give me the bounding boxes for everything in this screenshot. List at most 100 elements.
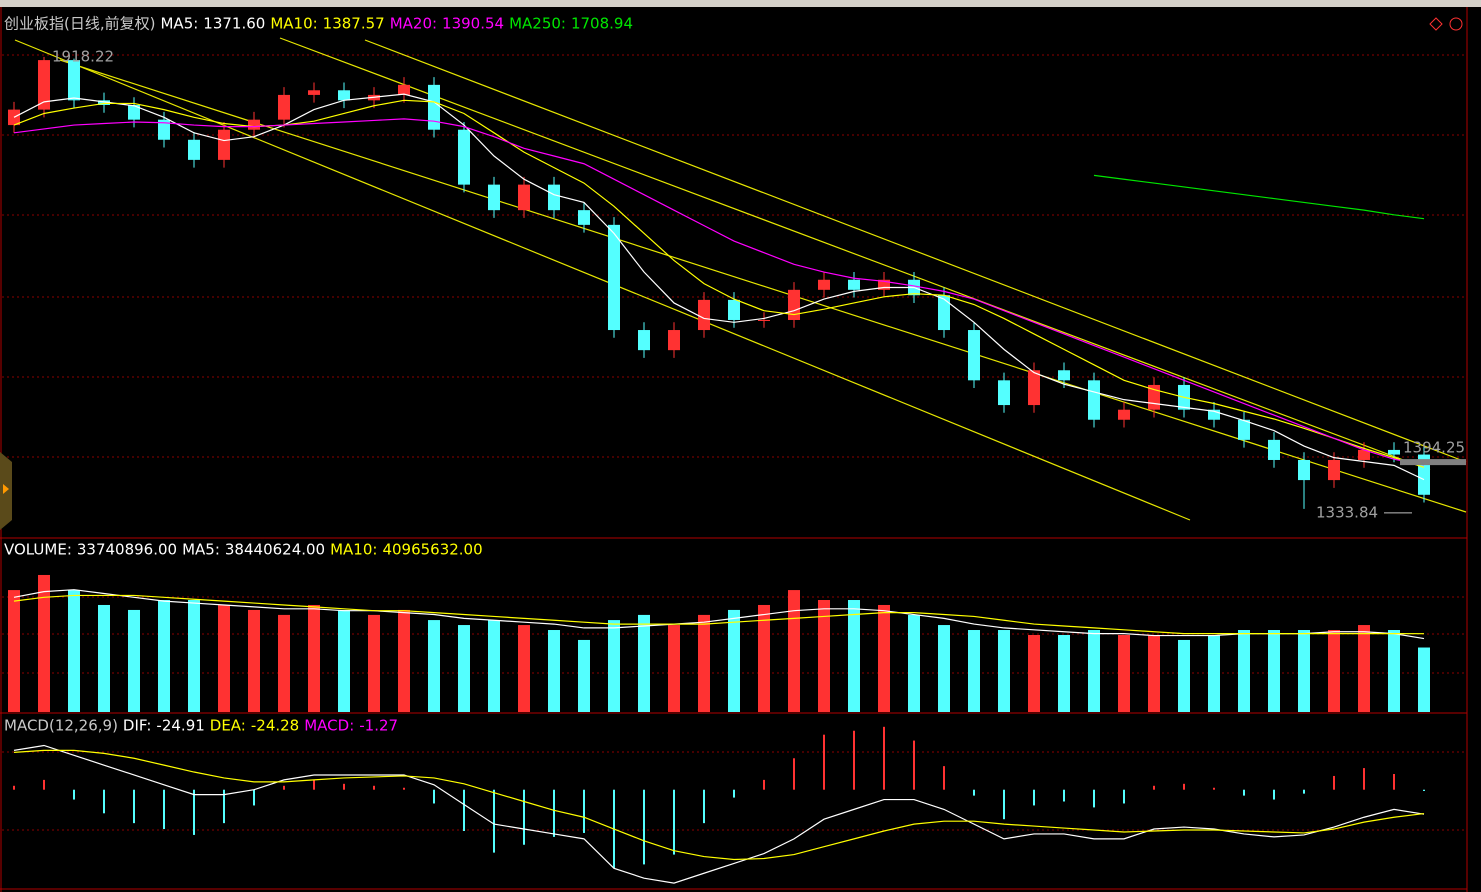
candle-body [668,330,680,351]
candle-body [728,299,740,320]
volume-bar [518,625,530,712]
side-tab-arrow [3,484,9,494]
volume-bar [788,590,800,712]
candle-body [818,279,830,290]
volume-bar [488,620,500,712]
volume-bar [578,639,590,712]
candle-body [1238,419,1250,440]
volume-bar [278,614,290,712]
volume-bar [248,609,260,712]
legend-text: -1.27 [359,717,398,735]
trend-lines [14,37,1467,521]
trend-line [279,37,1431,471]
volume-bar [68,590,80,712]
candle-body [968,330,980,381]
volume-bar [1418,647,1430,712]
candle-body [878,279,890,290]
price-marker [1400,459,1466,466]
legend-text: DEA: [210,717,246,735]
candle-body [578,210,590,225]
ma-line [13,93,1425,481]
volume-bar [308,604,320,712]
legend-text: VOLUME: [4,541,72,559]
candle-body [1028,370,1040,406]
candle-body [518,184,530,211]
candle-body [38,60,50,110]
candle-body [98,100,110,105]
legend-text: MA10: [270,15,317,33]
candle-body [338,90,350,101]
volume-bar [698,614,710,712]
candle-body [638,330,650,351]
volume-ma-line [13,594,1425,635]
legend-text: DIF: [123,717,152,735]
volume-bar [548,630,560,712]
ma-line [1093,174,1425,220]
window-icon[interactable] [1429,17,1443,31]
candle-body [1268,439,1280,460]
volume-bar [878,604,890,712]
legend-text: MA20: [390,15,437,33]
volume-bar [158,600,170,712]
volume-bar [98,604,110,712]
volume-bar [728,609,740,712]
volume-bar [368,614,380,712]
candle-body [1328,459,1340,481]
legend-text: 1708.94 [571,15,633,33]
candle-body [218,129,230,160]
scrollbar [1468,7,1481,892]
volume-bar [1388,630,1400,712]
volume-bar [638,614,650,712]
price-label: 1394.25 [1403,439,1465,457]
candle-body [188,139,200,160]
candle-body [848,279,860,290]
candle-body [1058,370,1070,381]
volume-bar [848,600,860,712]
legend-text: MA5: [182,541,220,559]
candle-body [248,119,260,130]
volume-bar [1208,634,1220,712]
volume-bar [428,620,440,712]
volume-bar [1058,634,1070,712]
candle-body [548,184,560,211]
volume-bar [38,574,50,712]
close-icon[interactable] [1449,17,1463,31]
volume-bar [8,590,20,712]
high-label: 1918.22 [52,47,114,65]
grid [2,54,1466,831]
volume-ma-line [13,589,1425,640]
candle-body [1358,449,1370,460]
volume-bar [1268,630,1280,712]
volume-bar [1118,634,1130,712]
volume-bar [1088,630,1100,712]
legend-text: 38440624.00 [225,541,325,559]
candle-body [428,84,440,130]
candle-body [278,94,290,120]
legend-text: MA5: [160,15,198,33]
ma-line [13,118,1425,466]
candle-body [158,119,170,140]
volume-bar [1148,634,1160,712]
volume-bar [758,604,770,712]
legend-text: 33740896.00 [77,541,177,559]
legend-text: 1390.54 [442,15,504,33]
volume-bar [1328,630,1340,712]
volume-bar [968,630,980,712]
toolbar-strip [0,0,1481,7]
volume-bar [1238,630,1250,712]
legend-text: MA250: [509,15,566,33]
volume-bar [608,620,620,712]
volume-bar [998,630,1010,712]
trend-line [59,59,1467,513]
candle-body [458,129,470,185]
trend-line [364,39,1467,463]
volume-bar [908,614,920,712]
candle-body [1118,409,1130,420]
macd-line [13,744,1425,884]
volume-bar [1298,630,1310,712]
legend-text: -24.91 [156,717,204,735]
candle-body [938,295,950,331]
candle-body [698,299,710,331]
